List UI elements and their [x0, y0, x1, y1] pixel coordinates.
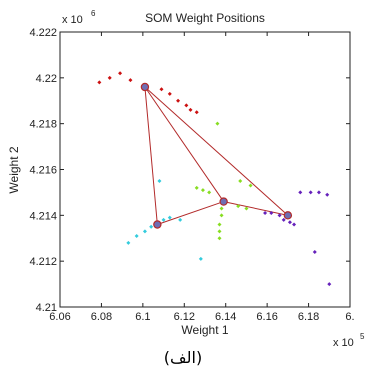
- plot-frame: [59, 31, 351, 308]
- chart-title: SOM Weight Positions: [145, 11, 265, 25]
- data-point: [269, 211, 274, 216]
- y-exponent-label: x 10 6: [62, 9, 96, 26]
- y-exponent-power: 6: [91, 9, 96, 18]
- data-point: [200, 188, 205, 193]
- data-point: [149, 224, 154, 229]
- data-point: [248, 183, 253, 188]
- data-point: [194, 110, 199, 115]
- data-point: [215, 121, 220, 126]
- data-point: [207, 190, 212, 195]
- data-point: [219, 213, 224, 218]
- neuron-link: [144, 86, 158, 225]
- y-tick-label: 4.22: [36, 73, 57, 85]
- y-tick-label: 4.21: [36, 302, 57, 314]
- data-point: [134, 233, 139, 238]
- data-point: [107, 75, 112, 80]
- data-point: [277, 213, 282, 218]
- x-axis-label: Weight 1: [181, 323, 228, 337]
- neuron-node: [283, 211, 293, 220]
- neuron-link: [157, 201, 224, 225]
- y-tick-label: 4.222: [29, 27, 57, 39]
- x-tick-label: 6.: [345, 311, 354, 323]
- neuron-node: [153, 220, 162, 229]
- data-point: [161, 217, 166, 222]
- x-tick-label: 6.06: [49, 311, 70, 323]
- y-axis-label: Weight 2: [7, 146, 21, 193]
- data-point: [298, 190, 303, 195]
- data-point: [327, 282, 332, 287]
- neuron-link: [223, 201, 288, 216]
- data-point: [219, 206, 224, 211]
- neuron-link: [144, 86, 225, 202]
- x-exponent-power: 5: [360, 332, 365, 341]
- y-exponent-base: x 10: [62, 14, 83, 26]
- y-tick-label: 4.216: [29, 165, 57, 177]
- data-point: [217, 236, 222, 241]
- data-point: [97, 80, 102, 85]
- data-point: [316, 190, 321, 195]
- data-point: [188, 107, 193, 112]
- x-tick-label: 6.1: [135, 311, 150, 323]
- som-chart: 6.06 6.08 6.1 6.12 6.14 6.16 6.18 6. 4.21 4.212 4.…: [7, 9, 365, 346]
- neuron-node: [219, 197, 228, 206]
- y-tick-label: 4.218: [29, 119, 57, 131]
- data-point: [126, 240, 131, 245]
- x-exponent-label: x 10 5: [333, 332, 365, 346]
- data-point: [176, 98, 181, 103]
- data-point: [142, 229, 147, 234]
- data-point: [118, 71, 123, 76]
- y-tick-label: 4.212: [29, 256, 57, 268]
- x-exponent-base: x 10: [333, 337, 354, 346]
- data-point: [217, 222, 222, 227]
- data-point: [128, 78, 133, 83]
- data-point: [236, 204, 241, 209]
- x-tick-label: 6.14: [215, 311, 236, 323]
- data-point: [194, 185, 199, 190]
- data-point: [184, 103, 189, 108]
- data-point: [167, 215, 172, 220]
- data-point: [287, 220, 292, 225]
- data-point: [308, 190, 313, 195]
- data-point: [281, 217, 286, 222]
- data-point: [157, 178, 162, 183]
- x-tick-label: 6.12: [174, 311, 195, 323]
- data-point: [238, 178, 243, 183]
- data-point: [159, 87, 164, 92]
- x-tick-label: 6.18: [298, 311, 319, 323]
- x-tick-label: 6.16: [256, 311, 277, 323]
- data-point: [178, 217, 183, 222]
- data-point: [167, 91, 172, 96]
- neuron-node: [140, 82, 150, 92]
- data-point: [292, 222, 297, 227]
- data-point: [198, 256, 203, 261]
- data-point: [263, 211, 268, 216]
- figure-caption: (الف): [163, 348, 203, 367]
- neuron-link: [144, 86, 289, 216]
- x-tick-label: 6.08: [91, 311, 112, 323]
- data-point: [325, 192, 330, 197]
- y-tick-label: 4.214: [29, 210, 57, 222]
- data-point: [312, 250, 317, 254]
- data-point: [217, 229, 222, 234]
- data-point: [244, 206, 249, 211]
